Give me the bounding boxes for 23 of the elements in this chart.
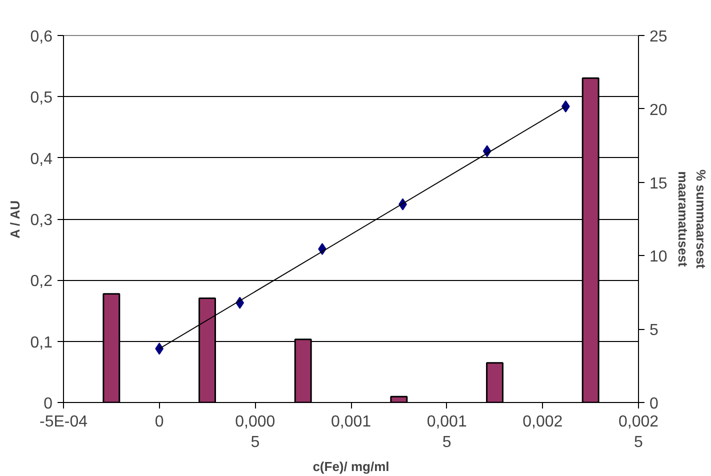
y2-tick-label: 15	[650, 175, 668, 192]
y-tick-label: 0,2	[30, 273, 53, 290]
x-axis-title: c(Fe)/ mg/ml	[312, 458, 390, 474]
y-axis-title: A / AU	[8, 200, 22, 238]
x-tick-label: 0,002 5	[618, 414, 659, 451]
x-tick-label: 0,001 5	[426, 414, 467, 451]
y-tick-label: 0	[44, 396, 53, 412]
x-tick-label: 0,000 5	[235, 414, 276, 451]
y2-tick-label: 0	[650, 396, 658, 412]
y-tick-label: 0,5	[30, 90, 53, 107]
y-tick-label: 0,6	[30, 28, 53, 46]
y2-tick-label: 20	[650, 102, 668, 119]
x-tick-label: 0,002	[522, 414, 563, 430]
y2-tick-label: 25	[650, 28, 668, 46]
y2-tick-label: 10	[650, 248, 668, 266]
y-tick-label: 0,3	[30, 212, 53, 229]
y2-tick-label: 5	[650, 322, 658, 340]
y2-axis-title: % summaarsest maaramatusest	[675, 170, 708, 270]
x-tick-label: 0	[154, 414, 164, 430]
x-tick-label: 0,001	[330, 414, 372, 430]
x-tick-label: -5E-04	[39, 414, 88, 430]
y-tick-label: 0,4	[30, 150, 53, 168]
y-tick-label: 0,1	[30, 334, 53, 352]
